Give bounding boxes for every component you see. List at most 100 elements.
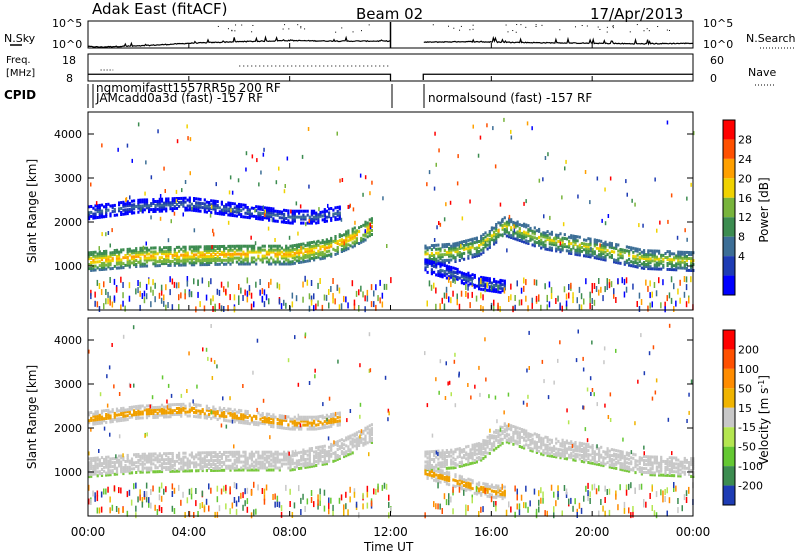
velocity-cell	[293, 427, 296, 431]
power-cell	[175, 259, 179, 263]
power-noise	[664, 301, 666, 308]
power-cell	[655, 265, 658, 269]
velocity-noise	[274, 501, 276, 508]
velocity-cell	[141, 412, 144, 416]
velocity-cell	[478, 491, 481, 495]
power-noise	[248, 285, 251, 292]
power-cell	[182, 261, 185, 265]
power-cell	[246, 244, 249, 248]
velocity-cell	[289, 419, 292, 423]
power-noise	[452, 277, 454, 283]
nsearch-dot	[241, 24, 243, 26]
velocity-noise	[152, 485, 154, 492]
power-noise	[111, 301, 114, 308]
velocity-cell	[435, 469, 438, 473]
velocity-cell	[484, 482, 487, 486]
power-cell	[550, 230, 553, 234]
power-cell	[88, 251, 91, 255]
power-cell	[426, 265, 429, 268]
velocity-cell	[321, 424, 324, 428]
power-cell	[139, 256, 142, 260]
velocity-cell	[158, 407, 161, 411]
power-sparse	[477, 153, 480, 158]
power-cell	[184, 208, 187, 212]
power-cell	[235, 260, 238, 264]
power-cell	[197, 249, 200, 253]
power-noise	[608, 282, 611, 289]
power-cell	[173, 261, 176, 265]
power-noise	[490, 284, 493, 291]
power-noise	[531, 297, 533, 304]
power-cell	[553, 239, 556, 243]
power-cell	[548, 248, 551, 252]
velocity-cell	[310, 427, 313, 431]
power-cell	[589, 237, 592, 241]
velocity-cell	[325, 454, 328, 458]
power-cell	[98, 264, 101, 268]
power-cell	[135, 253, 138, 257]
power-cell	[540, 246, 543, 250]
velocity-cell	[276, 452, 279, 456]
power-cell	[336, 240, 339, 243]
velocity-cell	[315, 415, 318, 419]
power-cell	[154, 264, 157, 268]
power-sparse	[561, 195, 563, 200]
power-cell	[265, 206, 268, 210]
velocity-cell	[270, 415, 273, 419]
power-cell	[100, 252, 104, 256]
power-cell	[319, 251, 322, 255]
power-cell	[94, 208, 97, 212]
power-noise	[606, 284, 608, 290]
velocity-cell	[178, 403, 181, 406]
power-cell	[362, 233, 365, 237]
power-cell	[126, 208, 129, 212]
power-noise	[360, 285, 362, 292]
velocity-cell	[167, 466, 170, 469]
power-cell	[598, 247, 601, 251]
power-cell	[100, 262, 104, 265]
power-noise	[525, 279, 527, 286]
power-cell	[96, 254, 99, 258]
power-cell	[467, 242, 470, 246]
power-cell	[293, 261, 296, 265]
power-cell	[180, 200, 183, 204]
velocity-cell	[272, 423, 275, 427]
power-noise	[375, 304, 377, 311]
power-cell	[169, 263, 172, 267]
power-cell	[184, 249, 187, 253]
power-cell	[291, 213, 294, 217]
power-cell	[208, 206, 211, 210]
power-cell	[216, 251, 219, 254]
velocity-cell	[287, 466, 290, 470]
power-cell	[428, 259, 431, 263]
velocity-cell	[478, 452, 481, 455]
power-cell	[655, 255, 658, 259]
velocity-cell	[426, 456, 429, 460]
power-noise	[319, 278, 321, 284]
velocity-cell	[353, 438, 356, 442]
velocity-noise	[263, 498, 266, 505]
velocity-cell	[430, 474, 433, 478]
power-cell	[184, 259, 187, 263]
power-noise	[195, 306, 197, 313]
velocity-noise	[145, 491, 148, 498]
power-cell	[334, 241, 337, 244]
power-cell	[88, 205, 91, 209]
power-cell	[248, 244, 251, 248]
power-cell	[454, 258, 457, 262]
power-cell	[293, 209, 296, 213]
velocity-cell	[126, 469, 129, 473]
power-cell	[574, 250, 577, 254]
power-cell	[668, 250, 671, 254]
velocity-cell	[238, 454, 241, 458]
power-sparse	[290, 209, 292, 214]
velocity-cell	[152, 416, 155, 419]
power-cell	[137, 254, 140, 258]
power-cell	[180, 247, 183, 251]
velocity-cell	[265, 418, 268, 422]
power-cell	[362, 223, 365, 227]
power-cell	[542, 245, 545, 249]
power-cell	[565, 245, 568, 249]
velocity-cell	[330, 413, 333, 416]
velocity-cell	[212, 463, 215, 466]
